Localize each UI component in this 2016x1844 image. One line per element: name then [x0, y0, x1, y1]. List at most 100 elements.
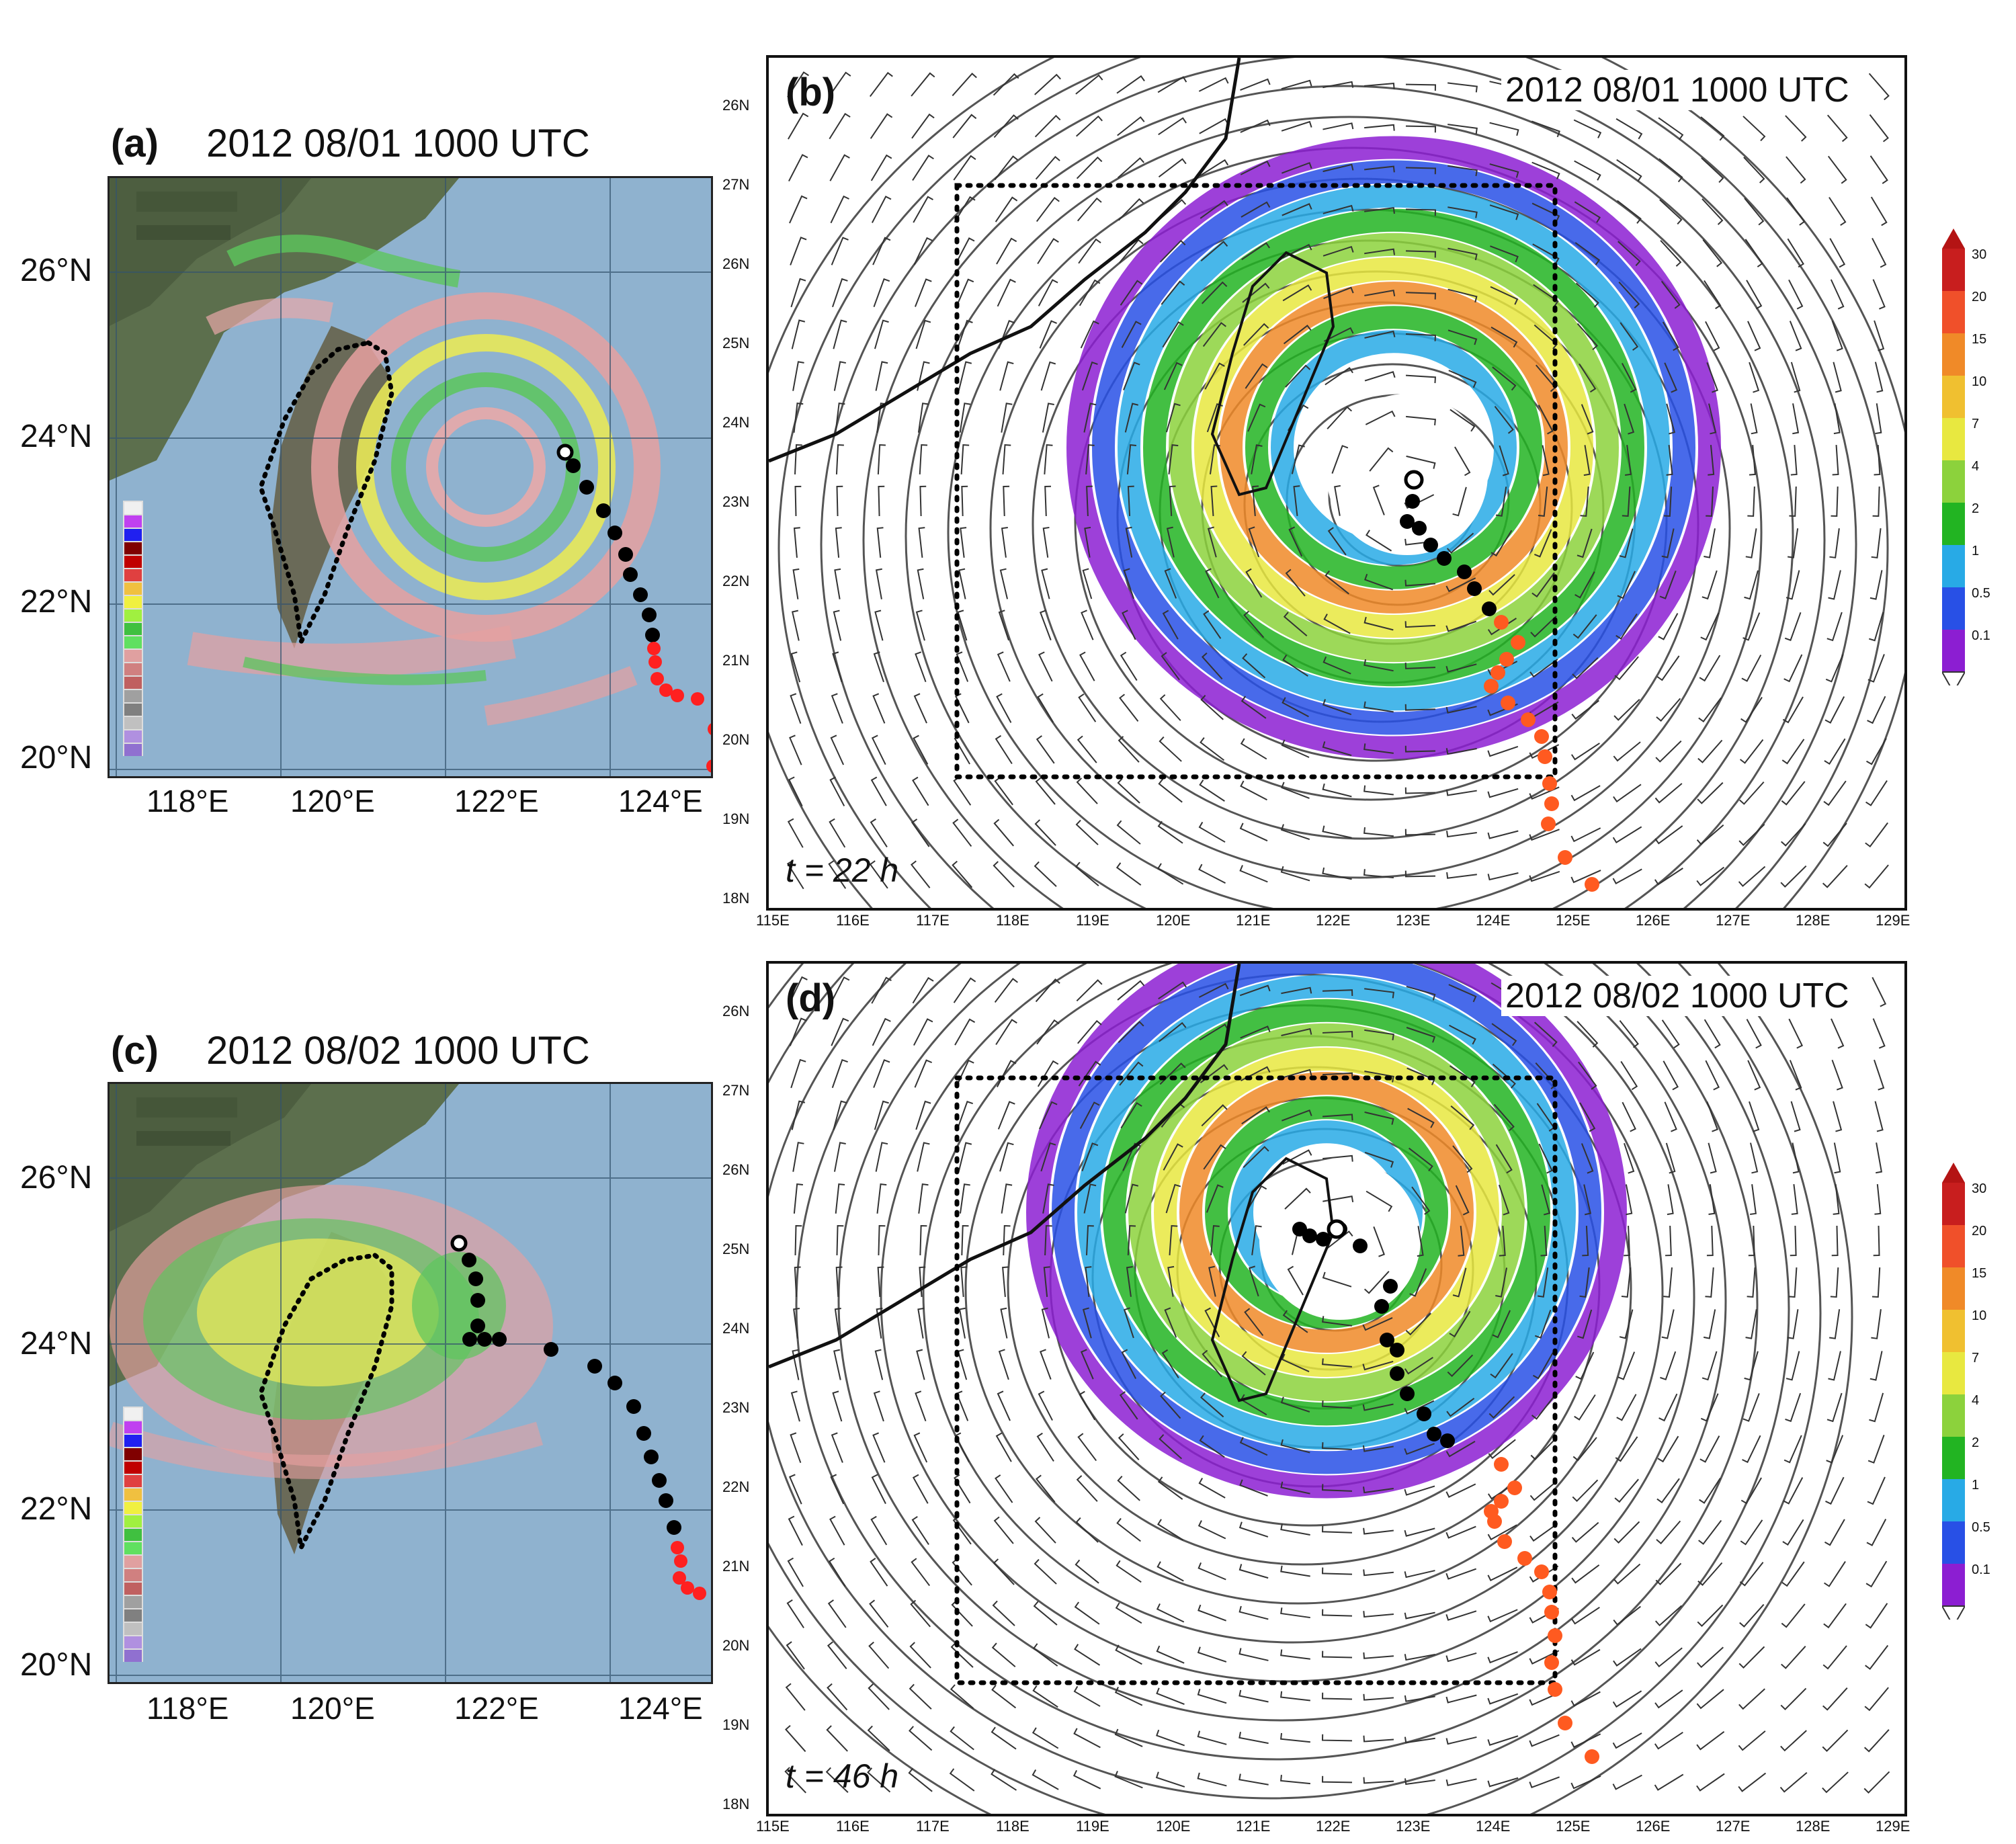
wind-barb — [1198, 982, 1229, 998]
wind-barb — [1696, 1773, 1725, 1792]
wind-barb — [833, 610, 842, 641]
wind-barb — [1492, 366, 1517, 391]
colorbar-label: 0.5 — [1972, 586, 1990, 601]
wind-barb — [1127, 1224, 1136, 1256]
wind-barb — [1322, 867, 1352, 880]
radar-image-a — [110, 178, 711, 776]
wind-barb — [1530, 616, 1557, 638]
observed-track-point — [544, 1342, 558, 1357]
wind-barb — [1363, 827, 1394, 837]
wind-barb — [1114, 1771, 1143, 1789]
wind-barb — [830, 1474, 845, 1505]
wind-barb — [1830, 279, 1845, 310]
wind-barb — [1872, 237, 1887, 268]
wind-barb — [1487, 1524, 1517, 1541]
wind-barb — [793, 527, 800, 558]
colorbar-label: 0.1 — [1972, 1562, 1990, 1577]
wind-barb — [874, 610, 884, 641]
wind-barb — [794, 485, 802, 517]
wind-barb — [1572, 614, 1597, 639]
wind-barb — [873, 1390, 884, 1422]
wind-barb — [1363, 1652, 1394, 1659]
wind-barb — [790, 693, 802, 724]
wind-barb — [1661, 280, 1681, 309]
wind-barb — [1032, 1769, 1059, 1790]
wind-barb — [1529, 744, 1560, 759]
wind-barb — [1530, 1437, 1557, 1461]
legend-swatch — [124, 1583, 142, 1595]
wind-barb — [1198, 1604, 1226, 1622]
wind-barb — [1198, 1562, 1226, 1581]
wind-barb — [1621, 363, 1637, 393]
forecast-track-point — [1538, 749, 1552, 764]
wind-barb — [793, 1183, 803, 1214]
lon-label: 118°E — [146, 784, 229, 819]
colorbar-label: 10 — [1972, 1308, 1987, 1323]
wind-barb — [875, 361, 888, 391]
wind-barb — [1872, 976, 1887, 1007]
wind-barb — [1404, 1695, 1435, 1702]
wind-barb — [1445, 831, 1477, 838]
wind-barb — [1240, 780, 1267, 801]
forecast-track-point — [1558, 850, 1572, 865]
wind-barb — [1198, 864, 1226, 884]
wind-barb — [1534, 1309, 1552, 1339]
wind-barb — [1036, 735, 1055, 764]
wind-barb — [917, 1307, 925, 1339]
wind-barb — [1085, 444, 1095, 475]
wind-barb — [993, 1516, 1014, 1544]
wind-barb — [1322, 1114, 1353, 1121]
wind-barb — [991, 1685, 1017, 1709]
wind-barb — [1488, 1439, 1516, 1460]
wind-barb — [1322, 699, 1352, 716]
wind-barb — [1581, 1143, 1594, 1174]
wind-barb — [829, 776, 845, 806]
wind-barb — [1783, 1477, 1804, 1505]
wind-barb — [1155, 1771, 1185, 1788]
wind-barb — [1531, 202, 1560, 222]
wind-barb — [1654, 1773, 1684, 1791]
wind-barb — [1082, 568, 1093, 599]
wind-barb — [1044, 1224, 1052, 1256]
wind-barb — [1239, 1479, 1268, 1497]
wind-barb — [1404, 621, 1436, 628]
wind-barb — [1787, 238, 1804, 268]
wind-barb — [1373, 1226, 1386, 1257]
wind-barb — [909, 1683, 932, 1710]
wind-barb — [1198, 77, 1229, 92]
wind-barb — [1617, 571, 1636, 599]
colorbar-label: 4 — [1972, 459, 1980, 474]
wind-barb — [1570, 785, 1601, 802]
wind-barb — [1033, 1601, 1058, 1626]
wind-barb — [911, 1558, 931, 1587]
wind-barb — [1664, 486, 1673, 517]
wind-barb — [1738, 1730, 1766, 1751]
wind-barb — [1863, 1771, 1890, 1794]
wind-barb — [1786, 570, 1800, 600]
wind-barb — [1203, 610, 1222, 639]
wind-barb — [1035, 1474, 1056, 1503]
wind-barb — [1826, 612, 1843, 642]
wind-barb — [790, 1432, 802, 1464]
wind-barb — [1697, 1646, 1724, 1669]
wind-barb — [1240, 119, 1271, 133]
wind-barb — [1750, 1142, 1759, 1174]
wind-barb — [1363, 1527, 1394, 1535]
wind-barb — [1664, 1101, 1677, 1132]
wind-barb — [1035, 777, 1056, 805]
forecast-track-point — [673, 1571, 686, 1585]
wind-barb — [914, 278, 932, 307]
wind-barb — [1570, 1775, 1601, 1790]
model-lon-label: 120E — [1156, 1818, 1191, 1835]
model-lon-label: 123E — [1396, 1818, 1431, 1835]
wind-barb — [1494, 406, 1514, 434]
wind-barb — [1239, 984, 1271, 997]
wind-barb — [1831, 320, 1843, 351]
model-lon-label: 128E — [1796, 1818, 1831, 1835]
wind-barb — [959, 403, 971, 433]
wind-barb — [1666, 403, 1676, 435]
wind-barb — [1572, 1437, 1597, 1462]
wind-barb — [1404, 745, 1436, 753]
wind-barb — [1491, 1023, 1517, 1046]
wind-barb — [876, 1183, 887, 1214]
